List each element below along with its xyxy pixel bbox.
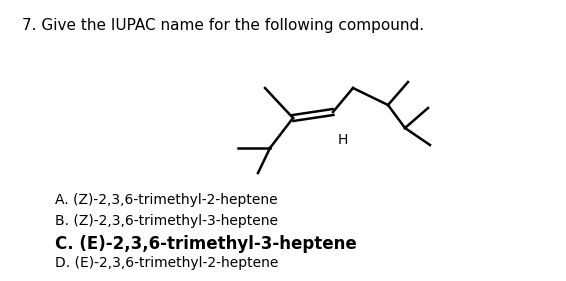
Text: D. (E)-2,3,6-trimethyl-2-heptene: D. (E)-2,3,6-trimethyl-2-heptene [55,256,278,270]
Text: B. (Z)-2,3,6-trimethyl-3-heptene: B. (Z)-2,3,6-trimethyl-3-heptene [55,214,278,228]
Text: A. (Z)-2,3,6-trimethyl-2-heptene: A. (Z)-2,3,6-trimethyl-2-heptene [55,193,278,207]
Text: 7. Give the IUPAC name for the following compound.: 7. Give the IUPAC name for the following… [22,18,424,33]
Text: C. (E)-2,3,6-trimethyl-3-heptene: C. (E)-2,3,6-trimethyl-3-heptene [55,235,357,253]
Text: H: H [338,133,349,147]
